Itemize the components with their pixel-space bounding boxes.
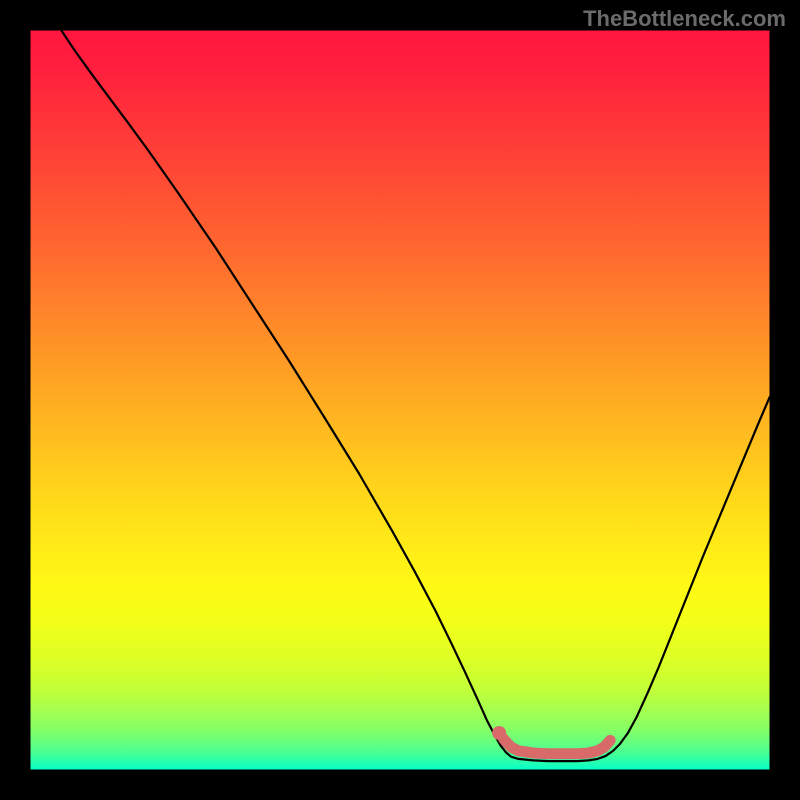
chart-svg bbox=[0, 0, 800, 800]
chart-stage: TheBottleneck.com bbox=[0, 0, 800, 800]
watermark-text: TheBottleneck.com bbox=[583, 6, 786, 32]
highlight-start-dot bbox=[492, 726, 506, 740]
